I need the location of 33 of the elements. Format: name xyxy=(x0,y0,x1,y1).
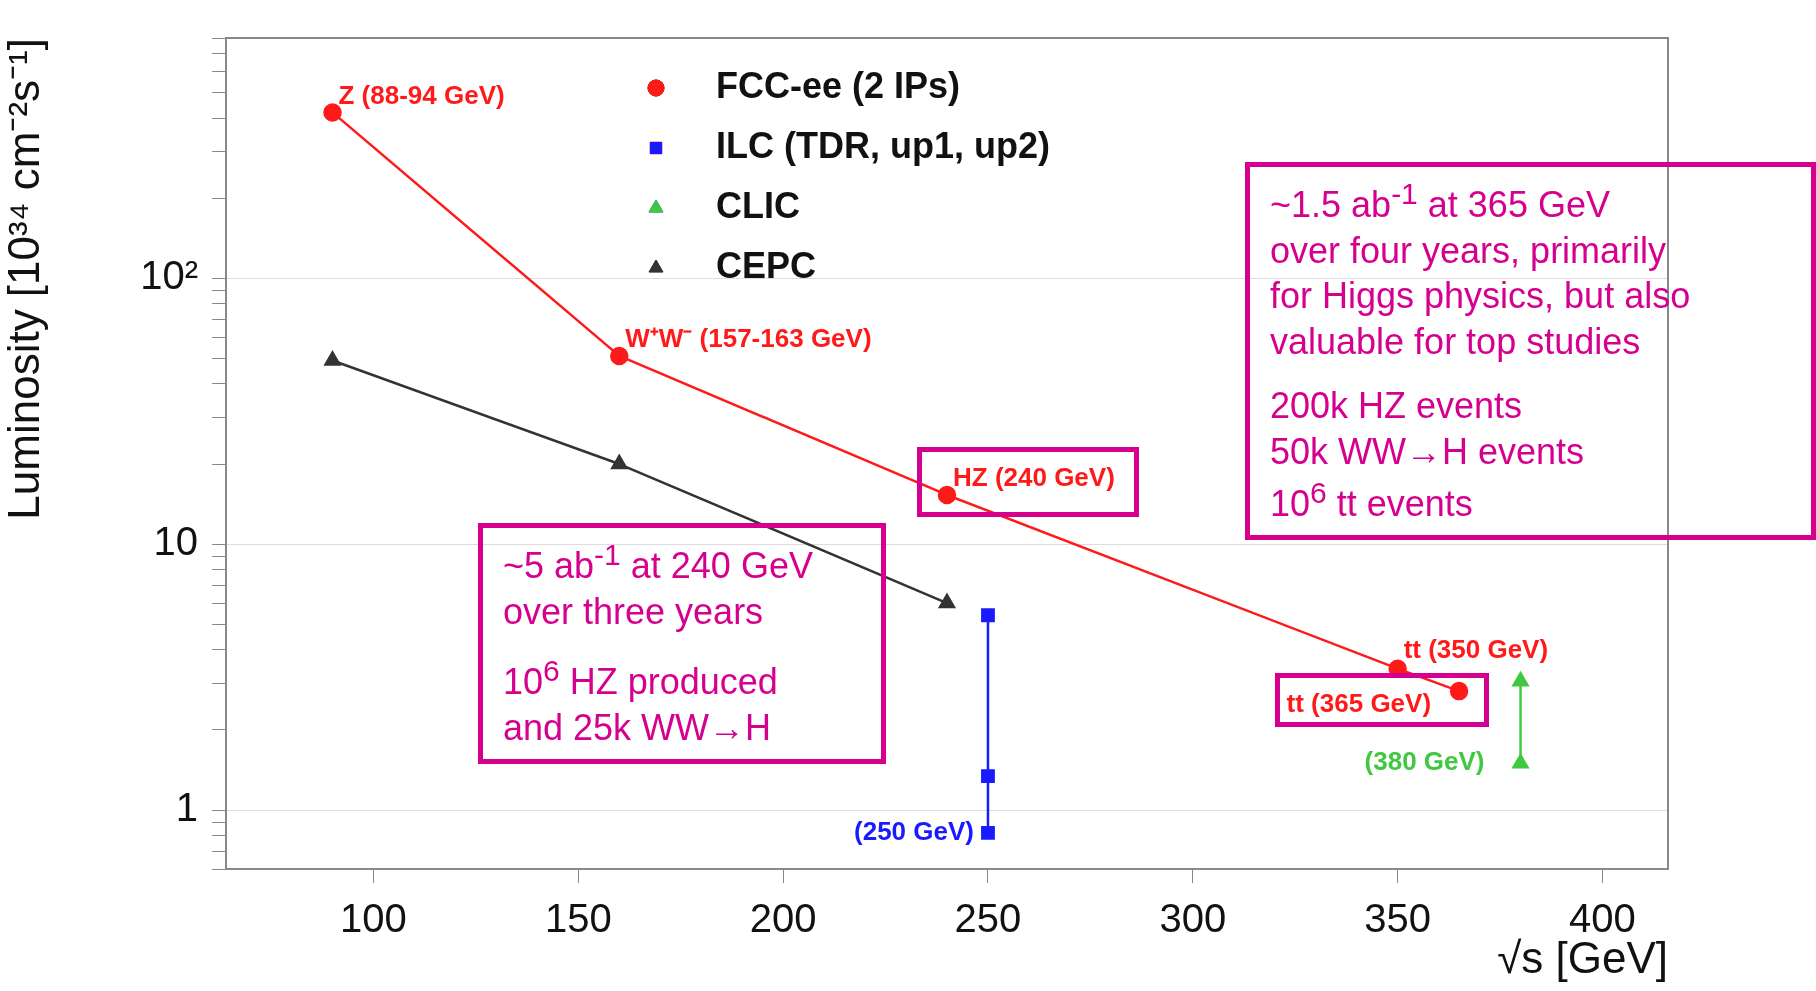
point xyxy=(610,346,629,366)
legend-label: CEPC xyxy=(716,244,817,286)
x-tick-label: 300 xyxy=(1159,896,1227,941)
annotation: W⁺W⁻ (157-163 GeV) xyxy=(625,323,872,354)
x-tick-label: 200 xyxy=(749,896,817,941)
y-tick-label: 10² xyxy=(140,253,198,298)
point xyxy=(938,593,956,609)
point xyxy=(937,485,957,505)
x-tick-label: 100 xyxy=(340,896,407,941)
y-tick-label: 1 xyxy=(175,785,198,830)
annotation: tt (365 GeV) xyxy=(1286,688,1432,719)
legend-label: CLIC xyxy=(716,184,800,226)
point xyxy=(323,103,342,122)
x-tick-label: 150 xyxy=(544,896,612,941)
x-tick-label: 350 xyxy=(1364,896,1431,941)
point xyxy=(611,454,628,470)
annotation: (250 GeV) xyxy=(854,816,974,847)
legend-label: FCC-ee (2 IPs) xyxy=(716,64,961,106)
annotation: HZ (240 GeV) xyxy=(953,462,1115,493)
point xyxy=(981,608,995,623)
point xyxy=(981,769,995,784)
y-tick-label: 10 xyxy=(153,519,198,564)
point xyxy=(981,826,995,840)
legend-label: ILC (TDR, up1, up2) xyxy=(716,124,1050,166)
annotation: ~5 ab$^{-1}$ at 240 GeV over three years 10$^{6}$ HZ produced and 25k WW→H xyxy=(503,537,814,751)
y-axis-title: Luminosity [10³⁴ cm⁻²s⁻¹] xyxy=(0,38,48,520)
x-tick-label: 250 xyxy=(954,896,1022,941)
annotation: tt (350 GeV) xyxy=(1403,633,1549,664)
annotation: Z (88-94 GeV) xyxy=(338,79,505,110)
point xyxy=(324,351,341,366)
annotation: (380 GeV) xyxy=(1364,746,1485,777)
text: ~1.5 ab$^{-1}$ at 365 GeV over four years, primarily for Higgs physics, but also valuable for top studies 200k HZ events 50k WW→H events 10$^{6}$ tt events xyxy=(1270,177,1691,525)
point xyxy=(1449,681,1469,701)
